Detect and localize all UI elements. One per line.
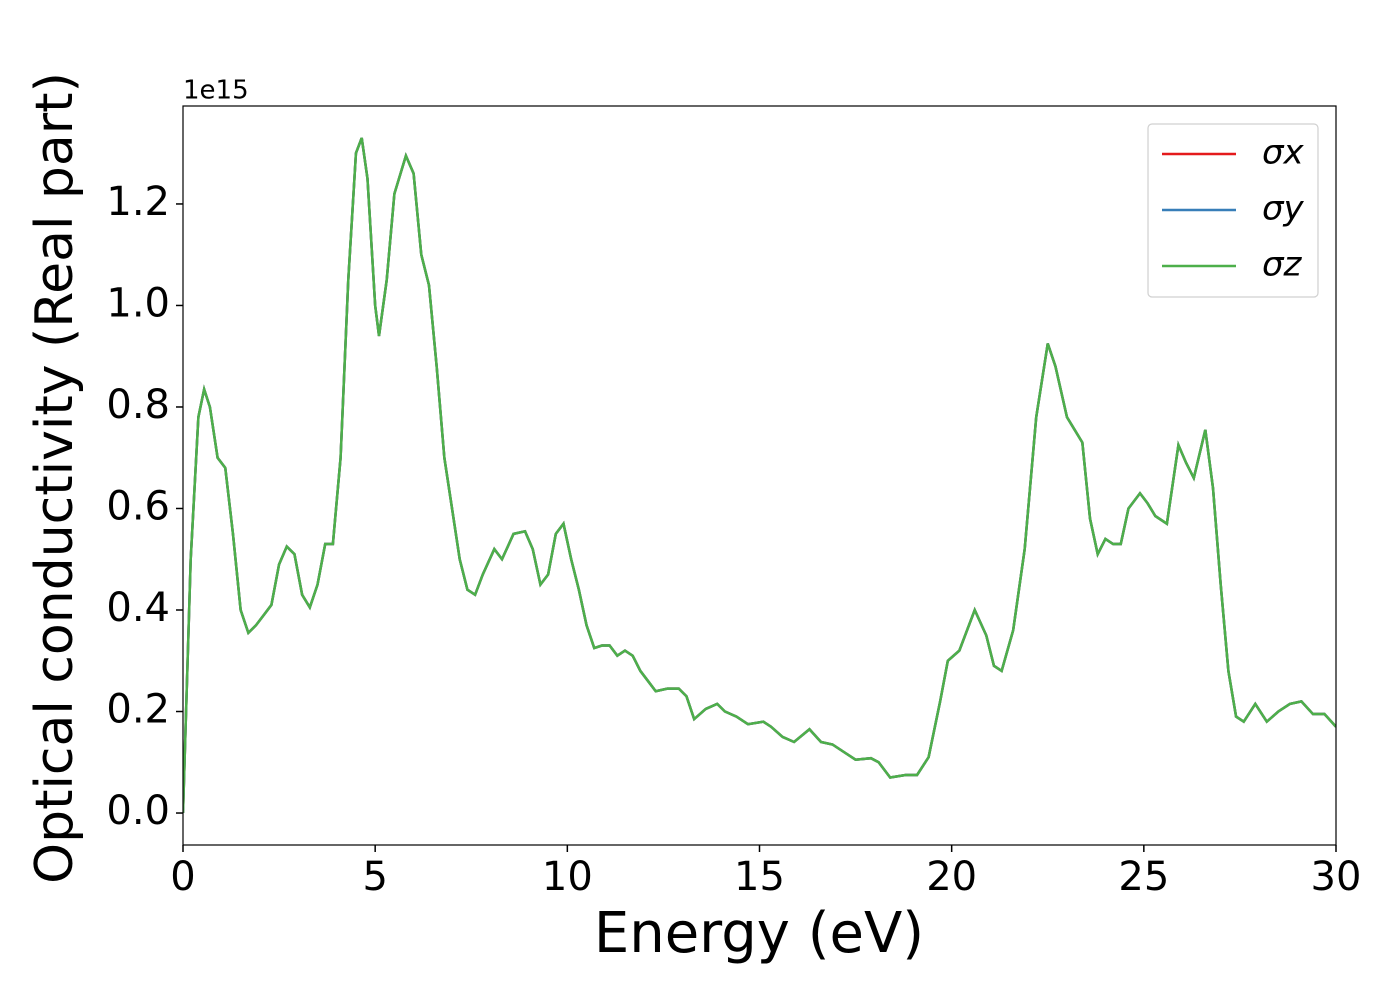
offset-label: 1e15 <box>183 76 249 106</box>
x-axis-label: Energy (eV) <box>594 901 924 966</box>
y-tick-label: 0.0 <box>106 788 170 834</box>
x-tick-label: 10 <box>542 854 593 900</box>
y-tick-label: 0.4 <box>106 585 170 631</box>
y-tick-label: 0.2 <box>106 687 170 733</box>
x-tick-label: 0 <box>170 854 195 900</box>
y-tick-label: 1.0 <box>106 280 170 326</box>
legend-label: σy <box>1262 189 1305 229</box>
legend-label: σx <box>1262 133 1305 173</box>
x-tick-label: 15 <box>734 854 785 900</box>
series-line <box>183 137 1336 814</box>
y-axis-label: Optical conductivity (Real part) <box>25 72 85 884</box>
x-tick-label: 30 <box>1311 854 1362 900</box>
x-tick-label: 20 <box>926 854 977 900</box>
x-tick-label: 25 <box>1118 854 1169 900</box>
plot-frame <box>182 105 1337 846</box>
y-tick-label: 0.8 <box>106 382 170 428</box>
legend-label: σz <box>1262 245 1303 285</box>
y-tick-label: 1.2 <box>106 179 170 225</box>
y-tick-label: 0.6 <box>106 483 170 529</box>
x-tick-label: 5 <box>362 854 387 900</box>
